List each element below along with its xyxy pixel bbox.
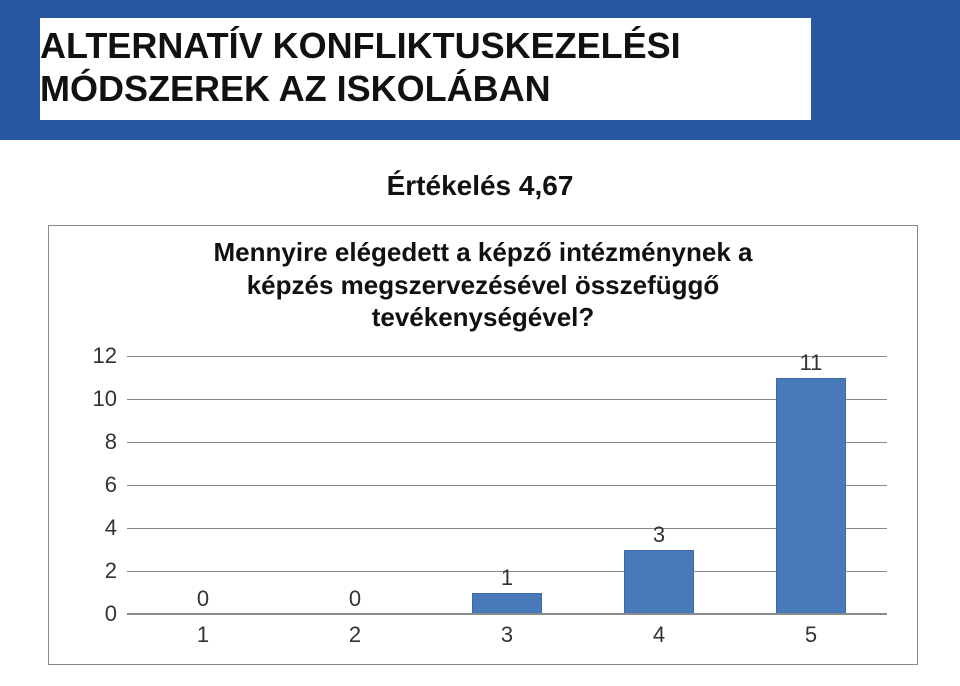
y-tick-label: 0 (77, 601, 117, 627)
gridline (127, 485, 887, 486)
value-label: 11 (800, 350, 823, 378)
bar (776, 378, 846, 615)
gridline (127, 614, 887, 615)
value-label: 0 (349, 586, 361, 614)
y-tick-label: 10 (77, 386, 117, 412)
x-tick-label: 3 (501, 622, 513, 648)
y-tick-label: 6 (77, 472, 117, 498)
gridline (127, 399, 887, 400)
y-tick-label: 2 (77, 558, 117, 584)
y-tick-label: 12 (77, 343, 117, 369)
title-line-1: ALTERNATÍV KONFLIKTUSKEZELÉSI (40, 24, 681, 67)
title-line-2: MÓDSZEREK AZ ISKOLÁBAN (40, 67, 681, 110)
rating-label: Értékelés 4,67 (0, 170, 960, 202)
value-label: 1 (501, 565, 513, 593)
chart-title-line-3: tevékenységével? (372, 302, 595, 332)
chart-title-line-2: képzés megszervezésével összefüggő (247, 270, 720, 300)
gridline (127, 356, 887, 357)
title-inner: ALTERNATÍV KONFLIKTUSKEZELÉSI MÓDSZEREK … (40, 18, 811, 120)
bar (472, 593, 542, 615)
x-axis-line (127, 613, 887, 614)
chart-title: Mennyire elégedett a képző intézménynek … (49, 236, 917, 334)
y-tick-label: 8 (77, 429, 117, 455)
bar (624, 550, 694, 615)
chart-title-line-1: Mennyire elégedett a képző intézménynek … (214, 237, 753, 267)
slide: ALTERNATÍV KONFLIKTUSKEZELÉSI MÓDSZEREK … (0, 0, 960, 686)
gridline (127, 528, 887, 529)
x-tick-label: 1 (197, 622, 209, 648)
bar-chart: Mennyire elégedett a képző intézménynek … (48, 225, 918, 665)
value-label: 0 (197, 586, 209, 614)
value-label: 3 (653, 522, 665, 550)
x-tick-label: 2 (349, 622, 361, 648)
x-tick-label: 4 (653, 622, 665, 648)
x-tick-label: 5 (805, 622, 817, 648)
gridline (127, 442, 887, 443)
title-banner: ALTERNATÍV KONFLIKTUSKEZELÉSI MÓDSZEREK … (0, 0, 960, 140)
plot-area: 02468101201021334115 (127, 356, 887, 614)
y-tick-label: 4 (77, 515, 117, 541)
